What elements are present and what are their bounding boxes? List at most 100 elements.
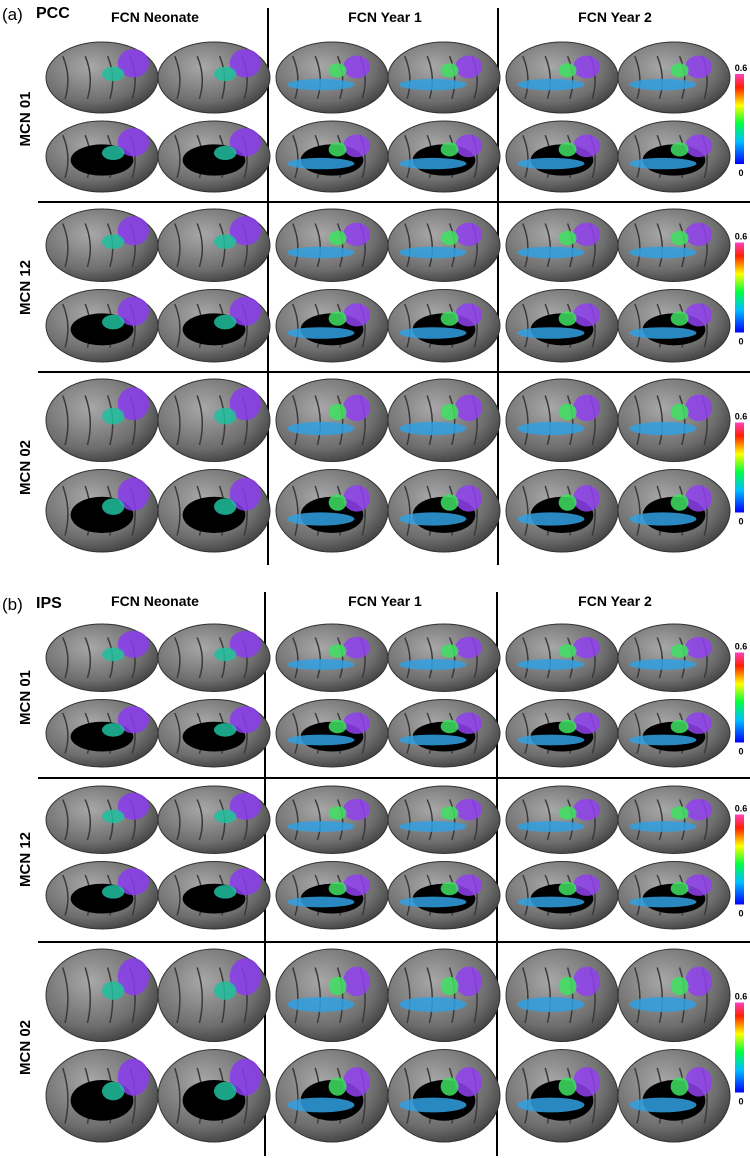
brain-render — [387, 120, 501, 193]
activation-blob — [399, 659, 467, 670]
activation-blob — [102, 809, 125, 824]
sulcus — [62, 799, 69, 841]
activation-blob — [455, 798, 483, 821]
sulcus — [634, 55, 641, 100]
sulcus — [196, 55, 204, 100]
brain-render — [387, 785, 501, 854]
activation-blob — [399, 421, 467, 436]
sulcus — [292, 799, 299, 841]
activation-blob — [558, 644, 577, 658]
brain-surface — [387, 623, 501, 692]
sulcus — [522, 967, 529, 1024]
brain-surface — [387, 41, 501, 114]
brain-render — [617, 41, 731, 114]
sulcus — [62, 712, 69, 754]
row-label: MCN 12 — [17, 832, 34, 887]
activation-blob — [343, 485, 371, 512]
sulcus — [566, 395, 574, 446]
sulcus — [522, 1067, 529, 1124]
colorbar-min: 0 — [738, 517, 743, 527]
sulcus — [292, 637, 299, 679]
activation-blob — [629, 821, 697, 832]
activation-blob — [229, 387, 262, 421]
activation-blob — [287, 246, 355, 259]
sulcus — [566, 637, 574, 679]
sulcus — [404, 637, 411, 679]
sulcus — [448, 223, 456, 268]
sulcus — [522, 799, 529, 841]
sulcus — [84, 637, 92, 679]
activation-blob — [102, 1081, 125, 1101]
brain-render — [275, 289, 389, 363]
activation-blob — [517, 821, 585, 832]
activation-blob — [328, 806, 347, 820]
sulcus — [196, 967, 204, 1024]
activation-blob — [455, 222, 483, 246]
sulcus — [314, 799, 322, 841]
brain-render — [157, 120, 271, 193]
activation-blob — [229, 868, 262, 896]
activation-blob — [214, 407, 237, 425]
sulcus — [448, 967, 456, 1024]
activation-blob — [558, 230, 577, 246]
activation-blob — [440, 881, 459, 896]
activation-blob — [517, 1097, 585, 1113]
colorbar — [735, 652, 744, 743]
brain-render — [617, 785, 731, 854]
sulcus — [678, 55, 686, 100]
brain-surface — [617, 948, 731, 1042]
activation-blob — [343, 798, 371, 821]
sulcus — [544, 223, 552, 268]
sulcus — [522, 134, 529, 179]
activation-blob — [343, 394, 371, 422]
brain-render — [45, 41, 159, 114]
sulcus — [656, 799, 664, 841]
sulcus — [84, 799, 92, 841]
column-header: FCN Neonate — [111, 9, 199, 25]
activation-blob — [287, 421, 355, 436]
activation-blob — [558, 976, 577, 996]
sulcus — [292, 223, 299, 268]
sulcus — [196, 799, 204, 841]
colorbar — [735, 242, 744, 333]
activation-blob — [455, 134, 483, 158]
sulcus — [678, 223, 686, 268]
activation-blob — [102, 234, 125, 249]
activation-blob — [440, 311, 459, 326]
colorbar-min: 0 — [738, 747, 743, 757]
activation-blob — [102, 145, 125, 161]
activation-blob — [229, 1058, 262, 1096]
column-header: FCN Year 2 — [578, 9, 652, 25]
activation-blob — [229, 477, 262, 511]
brain-render — [387, 623, 501, 692]
sulcus — [84, 395, 92, 446]
activation-blob — [328, 719, 347, 734]
brain-surface — [617, 378, 731, 462]
activation-blob — [455, 55, 483, 79]
sulcus — [634, 1067, 641, 1124]
brain-surface — [275, 378, 389, 462]
activation-blob — [229, 792, 262, 820]
sulcus — [292, 712, 299, 754]
brain-render — [45, 208, 159, 282]
sulcus — [544, 395, 552, 446]
colorbar — [735, 814, 744, 905]
brain-render — [45, 948, 159, 1042]
sulcus — [174, 485, 181, 536]
activation-blob — [287, 821, 355, 832]
sulcus — [656, 223, 664, 268]
sulcus — [634, 303, 641, 348]
brain-surface — [275, 41, 389, 114]
sulcus — [84, 55, 92, 100]
activation-blob — [573, 134, 601, 158]
activation-blob — [670, 881, 689, 896]
column-header: FCN Year 1 — [348, 9, 422, 25]
brain-render — [45, 120, 159, 193]
sulcus — [522, 874, 529, 916]
sulcus — [336, 395, 344, 446]
sulcus — [522, 55, 529, 100]
activation-blob — [117, 477, 150, 511]
activation-blob — [558, 63, 577, 78]
activation-blob — [455, 636, 483, 659]
sulcus — [404, 134, 411, 179]
